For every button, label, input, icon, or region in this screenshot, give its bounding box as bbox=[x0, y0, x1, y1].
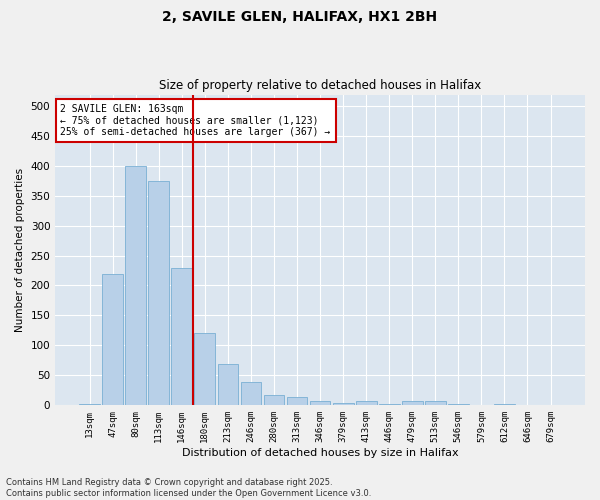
Bar bbox=[494, 404, 515, 405]
Text: 2 SAVILE GLEN: 163sqm
← 75% of detached houses are smaller (1,123)
25% of semi-d: 2 SAVILE GLEN: 163sqm ← 75% of detached … bbox=[61, 104, 331, 137]
Text: Contains HM Land Registry data © Crown copyright and database right 2025.
Contai: Contains HM Land Registry data © Crown c… bbox=[6, 478, 371, 498]
Bar bbox=[379, 404, 400, 405]
Bar bbox=[218, 364, 238, 405]
Bar bbox=[448, 404, 469, 405]
X-axis label: Distribution of detached houses by size in Halifax: Distribution of detached houses by size … bbox=[182, 448, 458, 458]
Bar bbox=[241, 382, 262, 405]
Bar bbox=[263, 394, 284, 405]
Bar bbox=[310, 400, 331, 405]
Bar bbox=[125, 166, 146, 405]
Bar bbox=[194, 333, 215, 405]
Bar bbox=[356, 402, 377, 405]
Bar bbox=[287, 397, 307, 405]
Y-axis label: Number of detached properties: Number of detached properties bbox=[15, 168, 25, 332]
Bar bbox=[333, 403, 353, 405]
Title: Size of property relative to detached houses in Halifax: Size of property relative to detached ho… bbox=[159, 79, 481, 92]
Bar bbox=[425, 400, 446, 405]
Bar bbox=[102, 274, 123, 405]
Text: 2, SAVILE GLEN, HALIFAX, HX1 2BH: 2, SAVILE GLEN, HALIFAX, HX1 2BH bbox=[163, 10, 437, 24]
Bar bbox=[148, 181, 169, 405]
Bar bbox=[402, 400, 422, 405]
Bar bbox=[172, 268, 192, 405]
Bar bbox=[79, 404, 100, 405]
